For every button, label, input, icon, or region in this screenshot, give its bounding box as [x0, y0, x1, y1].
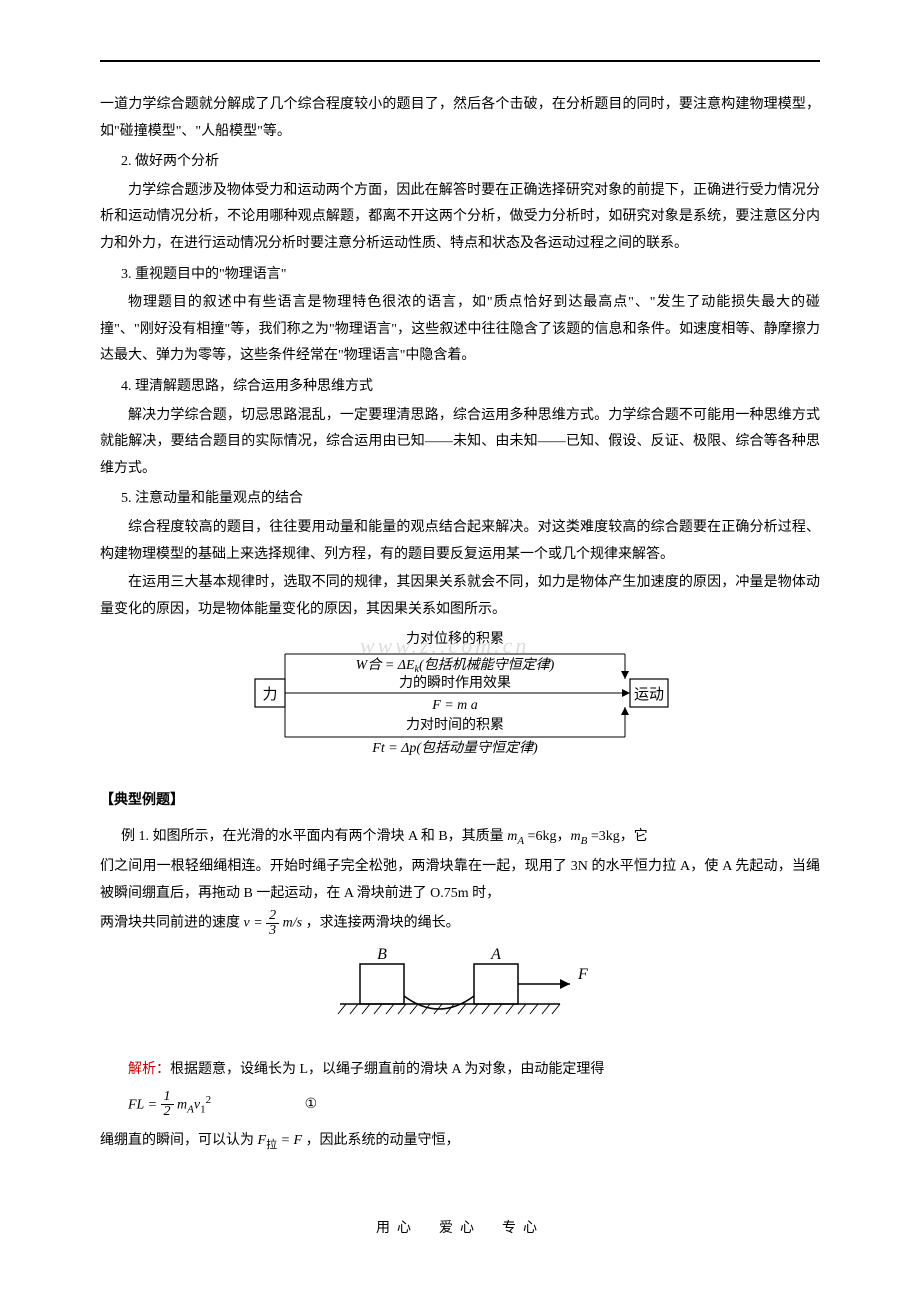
analysis-label: 解析：	[128, 1062, 170, 1077]
v-rhs: m/s	[279, 916, 302, 931]
page-footer: 用心 爱心 专心	[100, 1216, 820, 1243]
F-sub: 拉	[266, 1139, 277, 1151]
row3-top: 力对时间的积累	[406, 717, 504, 733]
arrow-right-icon	[622, 689, 630, 697]
equation-1: FL = 12 mAv12 ①	[128, 1090, 820, 1120]
F-eq: = F	[277, 1133, 302, 1148]
mA-sym: m	[507, 829, 517, 844]
example-1-line1: 例 1. 如图所示，在光滑的水平面内有两个滑块 A 和 B，其质量 mA =6k…	[100, 824, 820, 852]
right-box-label: 运动	[634, 686, 664, 703]
row2-bot: F = m a	[431, 698, 478, 713]
arrow-up-icon	[621, 707, 629, 715]
after-eq-text1: 绳绷直的瞬间，可以认为	[100, 1133, 258, 1148]
top-rule	[100, 60, 820, 62]
eq1-m: m	[174, 1097, 188, 1112]
row3-bot: Ft = Δp(包括动量守恒定律)	[371, 740, 538, 756]
section-3-body: 物理题目的叙述中有些语言是物理特色很浓的语言，如"质点恰好到达最高点"、"发生了…	[100, 290, 820, 370]
blocks-diagram: B A	[100, 944, 820, 1045]
analysis-text: 根据题意，设绳长为 L，以绳子绷直前的滑块 A 为对象，由动能定理得	[170, 1062, 604, 1077]
eq1-m-sub: A	[187, 1103, 194, 1115]
mA-val: =6kg，	[524, 829, 570, 844]
section-2-heading: 2. 做好两个分析	[100, 149, 820, 176]
block-A	[474, 964, 518, 1004]
mB-val: =3kg，它	[587, 829, 647, 844]
diagram2-labelB: B	[377, 946, 387, 963]
eq1-v-sup: 2	[206, 1094, 212, 1106]
example-1-line3: 两滑块共同前进的速度 v = 23 m/s ，求连接两滑块的绳长。	[100, 909, 820, 938]
section-2-body: 力学综合题涉及物体受力和运动两个方面，因此在解答时要在正确选择研究对象的前提下，…	[100, 178, 820, 258]
section-4-heading: 4. 理清解题思路，综合运用多种思维方式	[100, 374, 820, 401]
eq1-frac-d: 2	[161, 1105, 174, 1119]
v-lhs: v =	[244, 916, 267, 931]
hatch-icon	[338, 1004, 560, 1014]
diagram2-labelF: F	[577, 966, 588, 983]
example-label: 例 1.	[121, 829, 153, 844]
diagram2-labelA: A	[490, 946, 501, 963]
ex-text3b: ，求连接两滑块的绳长。	[302, 916, 460, 931]
eq1-num: ①	[305, 1097, 318, 1112]
section-4-body: 解决力学综合题，切忌思路混乱，一定要理清思路，综合运用多种思维方式。力学综合题不…	[100, 403, 820, 483]
block-B	[360, 964, 404, 1004]
row1-bot: W合 = ΔEk(包括机械能守恒定律)	[356, 657, 555, 675]
eq1-frac-n: 1	[161, 1090, 174, 1105]
ex-text3a: 两滑块共同前进的速度	[100, 916, 244, 931]
after-eq-text2: ，因此系统的动量守恒，	[302, 1133, 460, 1148]
left-box-label: 力	[262, 686, 277, 703]
row1-top: 力对位移的积累	[406, 631, 504, 647]
intro-paragraph: 一道力学综合题就分解成了几个综合程度较小的题目了，然后各个击破，在分析题目的同时…	[100, 92, 820, 145]
v-frac-n: 2	[266, 909, 279, 924]
force-arrow-icon	[560, 979, 570, 989]
section-5-heading: 5. 注意动量和能量观点的结合	[100, 486, 820, 513]
example-text1: 如图所示，在光滑的水平面内有两个滑块 A 和 B，其质量	[153, 829, 508, 844]
section-5-body-2: 在运用三大基本规律时，选取不同的规律，其因果关系就会不同，如力是物体产生加速度的…	[100, 570, 820, 623]
F-sym: F	[258, 1133, 267, 1148]
typical-examples-title: 【典型例题】	[100, 788, 820, 815]
row2-top: 力的瞬时作用效果	[399, 675, 511, 691]
section-3-heading: 3. 重视题目中的"物理语言"	[100, 262, 820, 289]
mB-sym: m	[570, 829, 580, 844]
force-motion-diagram: 力 运动 力对位移的积累 W合 = ΔEk(包括机械能守恒定律) 力的瞬时作用效…	[100, 629, 820, 770]
eq1-lhs: FL =	[128, 1097, 161, 1112]
arrow-down-icon	[621, 671, 629, 679]
after-eq-line: 绳绷直的瞬间，可以认为 F拉 = F ，因此系统的动量守恒，	[100, 1128, 820, 1156]
v-frac-d: 3	[266, 924, 279, 938]
section-5-body-1: 综合程度较高的题目，往往要用动量和能量的观点结合起来解决。对这类难度较高的综合题…	[100, 515, 820, 568]
analysis-line: 解析：根据题意，设绳长为 L，以绳子绷直前的滑块 A 为对象，由动能定理得	[100, 1057, 820, 1084]
example-1-line2: 们之间用一根轻细绳相连。开始时绳子完全松弛，两滑块靠在一起，现用了 3N 的水平…	[100, 854, 820, 907]
